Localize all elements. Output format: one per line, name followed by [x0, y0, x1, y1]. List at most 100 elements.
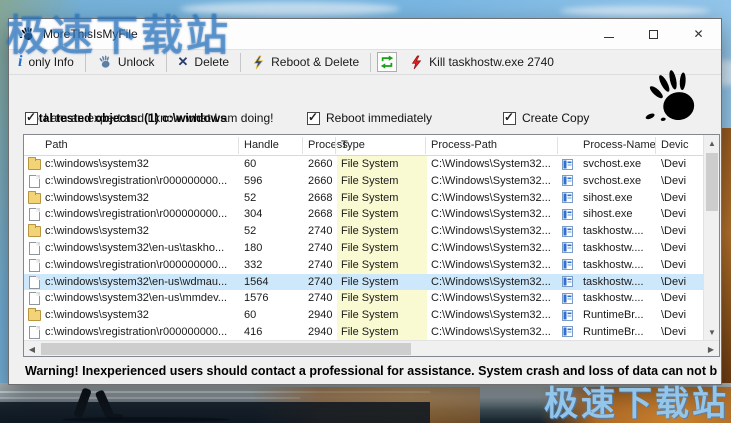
- delete-button[interactable]: ✕ Delete: [169, 50, 239, 74]
- cell-type: File System: [337, 189, 427, 207]
- cell-type: File System: [337, 206, 427, 224]
- horizontal-scroll-thumb[interactable]: [41, 343, 411, 355]
- toolbar-separator: [370, 52, 372, 72]
- cell-type: File System: [337, 256, 427, 274]
- title-bar[interactable]: MoreThisIsMyFile ✕: [9, 19, 721, 49]
- reboot-immediately-checkbox[interactable]: ✓ Reboot immediately: [307, 110, 433, 125]
- column-header-device[interactable]: Devic: [661, 139, 689, 151]
- cell-process-name: RuntimeBr...: [583, 309, 644, 322]
- toolbar: i only Info Unlock ✕ Delete Reboot & Del…: [9, 49, 721, 75]
- scroll-right-icon[interactable]: ▶: [707, 344, 715, 354]
- table-row[interactable]: c:\windows\system32 60 2940 File System …: [24, 307, 703, 324]
- cell-process-path: C:\Windows\System32...: [431, 325, 551, 338]
- cell-process-name: taskhostw....: [583, 275, 644, 288]
- cell-device: \Devi: [661, 208, 687, 221]
- table-row[interactable]: c:\windows\registration\r000000000... 41…: [24, 323, 703, 340]
- column-header-process-name[interactable]: Process-Name: [583, 139, 656, 151]
- cell-process-name: RuntimeBr...: [583, 325, 644, 338]
- lightning-icon: [253, 55, 264, 69]
- cell-process: 2740: [308, 275, 333, 288]
- table-body: c:\windows\system32 60 2660 File System …: [24, 156, 703, 340]
- minimize-button[interactable]: [586, 19, 631, 49]
- cell-device: \Devi: [661, 241, 687, 254]
- cell-handle: 180: [244, 241, 263, 254]
- cell-handle: 1576: [244, 292, 269, 305]
- header-separator[interactable]: [238, 137, 239, 154]
- beach-stripe: [0, 391, 430, 393]
- toolbar-separator: [84, 52, 86, 72]
- reboot-delete-button[interactable]: Reboot & Delete: [243, 50, 368, 74]
- cell-process-path: C:\Windows\System32...: [431, 309, 551, 322]
- cell-type: File System: [337, 323, 427, 340]
- header-separator[interactable]: [302, 137, 303, 154]
- file-icon: [29, 241, 40, 255]
- cell-process-path: C:\Windows\System32...: [431, 174, 551, 187]
- cell-process: 2740: [308, 241, 333, 254]
- cell-device: \Devi: [661, 191, 687, 204]
- refresh-button[interactable]: [377, 52, 398, 72]
- cell-path: c:\windows\registration\r000000000...: [45, 325, 228, 338]
- cell-process: 2940: [308, 325, 333, 338]
- cell-process: 2668: [308, 191, 333, 204]
- table-row[interactable]: c:\windows\registration\r000000000... 59…: [24, 172, 703, 190]
- horizontal-scrollbar[interactable]: ◀ ▶: [24, 340, 719, 356]
- expert-checkbox[interactable]: ✓ I am an expert and I know what I am do…: [25, 109, 273, 125]
- column-header-process-path[interactable]: Process-Path: [431, 139, 498, 151]
- table-row[interactable]: c:\windows\system32 52 2668 File System …: [24, 189, 703, 207]
- file-icon: [29, 292, 40, 306]
- only-info-label: only Info: [28, 55, 74, 69]
- file-icon: [29, 258, 40, 272]
- vertical-scrollbar[interactable]: ▲ ▼: [703, 135, 719, 340]
- only-info-button[interactable]: i only Info: [9, 50, 83, 74]
- cell-process: 2740: [308, 258, 333, 271]
- column-header-path[interactable]: Path: [45, 139, 68, 151]
- header-separator[interactable]: [335, 137, 336, 154]
- table-row[interactable]: c:\windows\system32\en-us\taskho... 180 …: [24, 239, 703, 257]
- scroll-up-icon[interactable]: ▲: [708, 138, 716, 148]
- maximize-button[interactable]: [631, 19, 676, 49]
- column-header-type[interactable]: Type: [341, 139, 365, 151]
- column-header-process[interactable]: Process: [308, 139, 348, 151]
- cell-path: c:\windows\system32\en-us\taskho...: [45, 241, 225, 254]
- table-row[interactable]: c:\windows\system32\en-us\mmdev... 1576 …: [24, 290, 703, 308]
- vertical-scroll-thumb[interactable]: [706, 153, 718, 211]
- toolbar-separator: [165, 52, 167, 72]
- cell-handle: 304: [244, 208, 263, 221]
- table-row[interactable]: c:\windows\system32\en-us\wdmau... 1564 …: [24, 273, 703, 291]
- application-icon: [562, 192, 573, 204]
- cell-device: \Devi: [661, 174, 687, 187]
- cell-process-name: taskhostw....: [583, 225, 644, 238]
- unlock-button[interactable]: Unlock: [88, 50, 164, 74]
- cell-type: File System: [341, 275, 399, 288]
- cell-process: 2668: [308, 208, 333, 221]
- application-icon: [562, 276, 573, 288]
- folder-icon: [28, 190, 41, 204]
- scroll-left-icon[interactable]: ◀: [28, 344, 36, 354]
- close-button[interactable]: ✕: [676, 19, 721, 49]
- reboot-immediately-label: Reboot immediately: [326, 111, 433, 125]
- kill-process-button[interactable]: Kill taskhostw.exe 2740: [401, 50, 563, 74]
- cloud: [560, 6, 710, 16]
- cell-process: 2740: [308, 225, 333, 238]
- scroll-down-icon[interactable]: ▼: [708, 327, 716, 337]
- table-row[interactable]: c:\windows\registration\r000000000... 30…: [24, 206, 703, 224]
- cell-path: c:\windows\system32: [45, 191, 149, 204]
- cell-device: \Devi: [661, 225, 687, 238]
- cell-process: 2660: [308, 174, 333, 187]
- cell-process-name: svchost.exe: [583, 174, 642, 187]
- hand-icon: [99, 55, 110, 68]
- header-separator[interactable]: [655, 137, 656, 154]
- file-icon: [29, 325, 40, 339]
- column-header-handle[interactable]: Handle: [244, 139, 279, 151]
- table-row[interactable]: c:\windows\system32 60 2660 File System …: [24, 156, 703, 173]
- create-copy-checkbox[interactable]: ✓ Create Copy: [503, 110, 589, 125]
- checkbox-checked-icon: ✓: [25, 109, 38, 125]
- delete-label: Delete: [194, 55, 230, 69]
- file-icon: [29, 208, 40, 222]
- table-row[interactable]: c:\windows\system32 52 2740 File System …: [24, 223, 703, 240]
- cell-handle: 596: [244, 174, 263, 187]
- table-row[interactable]: c:\windows\registration\r000000000... 33…: [24, 256, 703, 274]
- close-icon: ✕: [693, 27, 704, 41]
- header-separator[interactable]: [557, 137, 558, 154]
- header-separator[interactable]: [425, 137, 426, 154]
